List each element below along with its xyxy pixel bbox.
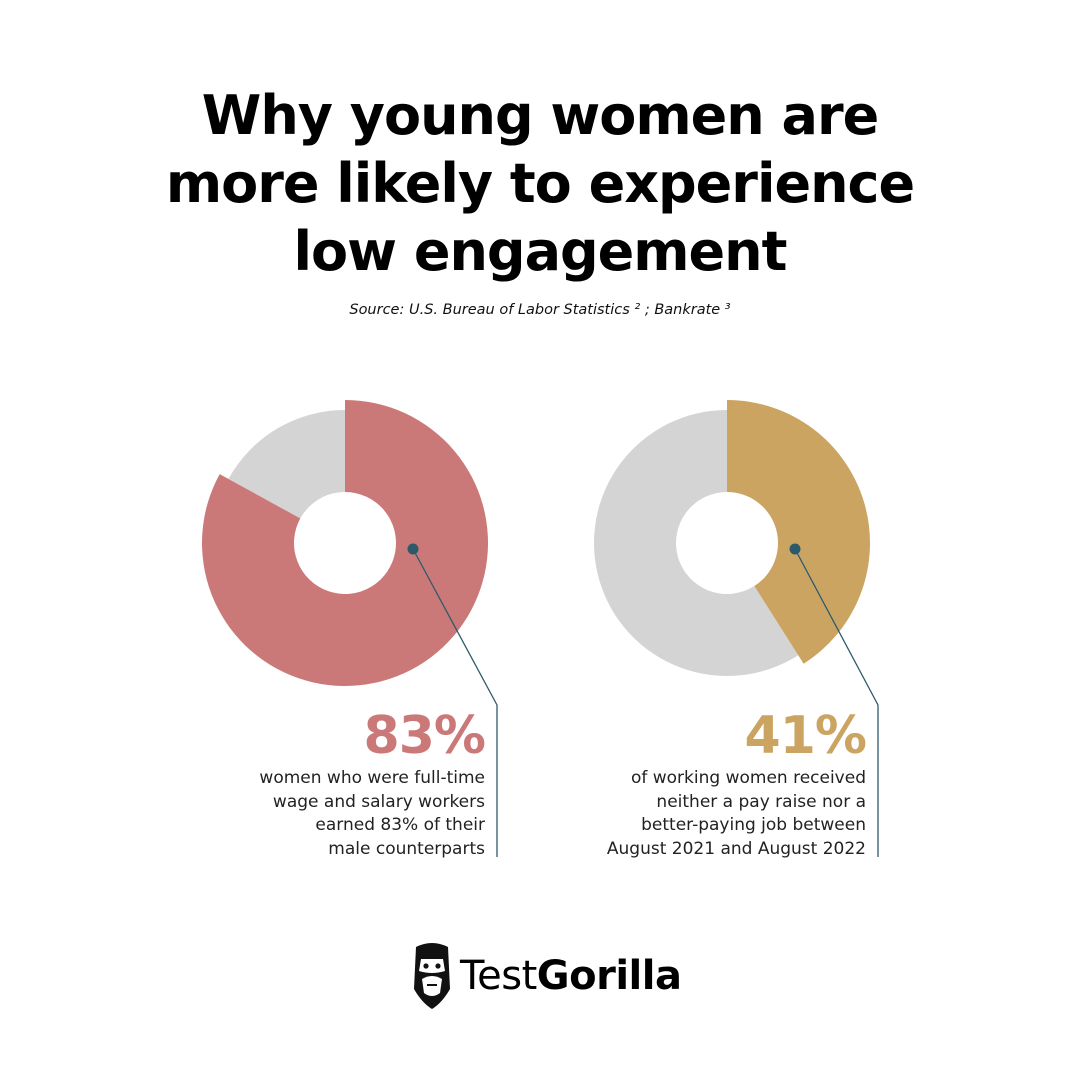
title-line: more likely to experience	[165, 152, 915, 215]
desc-line: male counterparts	[328, 838, 485, 859]
donut-slice-remainder	[594, 410, 799, 676]
desc-line: August 2021 and August 2022	[606, 838, 866, 859]
callout-line	[794, 548, 879, 857]
callout-dot	[407, 543, 419, 555]
stat-description-no-raise: of working women received neither a pay …	[546, 767, 866, 861]
desc-line: earned 83% of their	[315, 815, 485, 835]
desc-line: wage and salary workers	[272, 791, 485, 812]
callout-dot	[789, 543, 801, 555]
title-line: Why young women are	[201, 84, 879, 147]
desc-line: better-paying job between	[641, 815, 866, 835]
donut-slice-remainder	[228, 410, 345, 519]
brand-name-bold: Gorilla	[536, 953, 682, 999]
desc-line: of working women received	[630, 768, 866, 788]
callout-line	[412, 548, 498, 857]
gorilla-icon	[414, 943, 450, 1009]
stat-value-pay-gap: 83%	[363, 706, 486, 766]
desc-line: neither a pay raise nor a	[656, 791, 866, 812]
brand-logo: TestGorilla	[412, 940, 682, 1012]
donut-slice-highlight	[201, 400, 488, 686]
brand-name-light: Test	[460, 953, 537, 999]
brand-name: TestGorilla	[460, 953, 682, 999]
donut-chart-1	[594, 400, 879, 857]
donut-slice-highlight	[727, 400, 870, 664]
source-note: Source: U.S. Bureau of Labor Statistics …	[349, 302, 731, 318]
donut-chart-0	[201, 400, 498, 857]
desc-line: women who were full-time	[259, 768, 485, 788]
title-line: low engagement	[293, 220, 788, 283]
page-title: Why young women are more likely to exper…	[90, 82, 990, 286]
stat-value-no-raise: 41%	[744, 706, 867, 766]
stat-description-pay-gap: women who were full-time wage and salary…	[200, 767, 485, 861]
